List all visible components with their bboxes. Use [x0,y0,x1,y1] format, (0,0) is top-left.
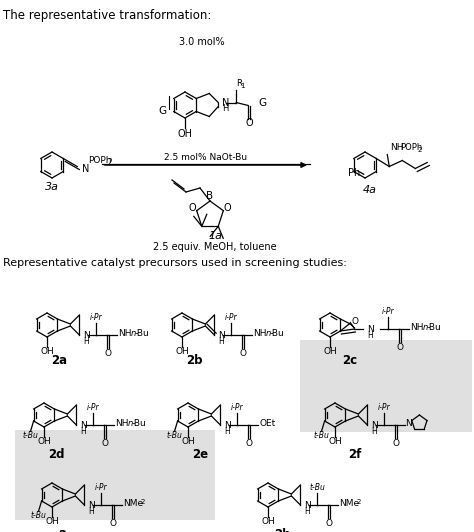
Text: Representative catalyst precursors used in screening studies:: Representative catalyst precursors used … [3,258,347,268]
Text: G: G [159,106,167,117]
Text: 2a: 2a [51,353,67,367]
Text: OH: OH [328,437,342,446]
Bar [300,340,472,432]
Text: H: H [222,104,228,113]
Text: n: n [130,328,136,337]
Text: 1: 1 [240,82,245,88]
Text: t-Bu: t-Bu [310,484,325,493]
Text: OH: OH [45,518,59,527]
Text: N: N [367,325,374,334]
Text: NMe: NMe [339,500,359,509]
Text: N: N [224,420,231,429]
Text: -Bu: -Bu [135,329,149,338]
Text: OH: OH [177,129,192,139]
Text: O: O [102,438,109,447]
Text: OH: OH [181,437,195,446]
Text: 2: 2 [107,158,112,167]
Text: N: N [81,420,87,429]
Text: POPh: POPh [88,156,112,165]
Text: H: H [224,428,230,436]
Text: H: H [88,508,94,517]
Text: OH: OH [261,518,275,527]
Text: OH: OH [323,347,337,356]
Text: O: O [326,519,333,528]
Text: 2: 2 [356,499,361,505]
Text: OH: OH [37,437,51,446]
Text: NH: NH [118,329,132,338]
Text: 2f: 2f [348,448,362,461]
Text: O: O [189,203,197,213]
Text: n: n [128,419,133,428]
Text: H: H [81,428,86,436]
Text: i-Pr: i-Pr [225,313,237,322]
Text: n: n [422,322,428,331]
Text: N: N [304,501,311,510]
Text: 2h: 2h [274,528,290,532]
Text: t-Bu: t-Bu [167,431,182,440]
Text: NH: NH [254,329,267,338]
Text: O: O [105,348,112,358]
Text: OEt: OEt [259,420,276,428]
Text: 3.0 mol%: 3.0 mol% [179,37,225,47]
Text: O: O [110,519,117,528]
Text: 2b: 2b [186,353,202,367]
Text: G: G [258,97,266,107]
Text: O: O [393,438,400,447]
Text: i-Pr: i-Pr [90,313,103,322]
Text: i-Pr: i-Pr [231,403,244,412]
Text: N: N [219,330,225,339]
Text: n: n [265,328,271,337]
Text: 2.5 mol% NaOt-Bu: 2.5 mol% NaOt-Bu [164,153,247,162]
Text: O: O [246,119,253,129]
Text: H: H [372,428,377,436]
Text: O: O [352,317,359,326]
Text: 2c: 2c [342,353,357,367]
Text: NMe: NMe [123,500,144,509]
Text: N: N [83,330,90,339]
Text: R: R [236,79,242,88]
Text: N: N [405,420,412,428]
Text: -Bu: -Bu [269,329,284,338]
Text: B: B [207,191,214,201]
Text: OH: OH [175,347,189,356]
Text: POPh: POPh [400,143,422,152]
Text: N: N [82,163,90,173]
Text: N: N [88,501,95,510]
Text: i-Pr: i-Pr [87,403,100,412]
Text: H: H [219,337,224,346]
Text: t-Bu: t-Bu [23,431,38,440]
Text: OH: OH [40,347,54,356]
Text: O: O [397,343,404,352]
Text: NH: NH [410,323,424,332]
Text: O: O [246,438,253,447]
Text: The representative transformation:: The representative transformation: [3,9,211,22]
Text: O: O [240,348,247,358]
Text: 3a: 3a [45,182,59,192]
Text: i-Pr: i-Pr [95,484,108,493]
Text: Ph: Ph [348,168,360,178]
Text: 2g: 2g [58,528,74,532]
Text: -Bu: -Bu [131,420,146,428]
Text: t-Bu: t-Bu [314,431,329,440]
Text: 2: 2 [140,499,145,505]
Text: H: H [367,331,373,340]
Text: NH: NH [390,143,404,152]
Text: H: H [83,337,89,346]
Text: 2.5 equiv. MeOH, toluene: 2.5 equiv. MeOH, toluene [153,242,277,252]
Bar [15,430,215,520]
Text: 4a: 4a [363,185,377,195]
Text: t-Bu: t-Bu [31,511,46,520]
Text: NH: NH [115,420,129,428]
Text: H: H [304,508,310,517]
Text: N: N [222,97,229,107]
Text: -Bu: -Bu [427,323,441,332]
Text: O: O [224,203,231,213]
Text: N: N [372,420,378,429]
Text: i-Pr: i-Pr [378,403,391,412]
Text: 1a: 1a [208,231,222,241]
Text: 2d: 2d [48,448,64,461]
Text: i-Pr: i-Pr [382,307,395,317]
Text: 2: 2 [417,146,422,153]
Text: 2e: 2e [192,448,208,461]
